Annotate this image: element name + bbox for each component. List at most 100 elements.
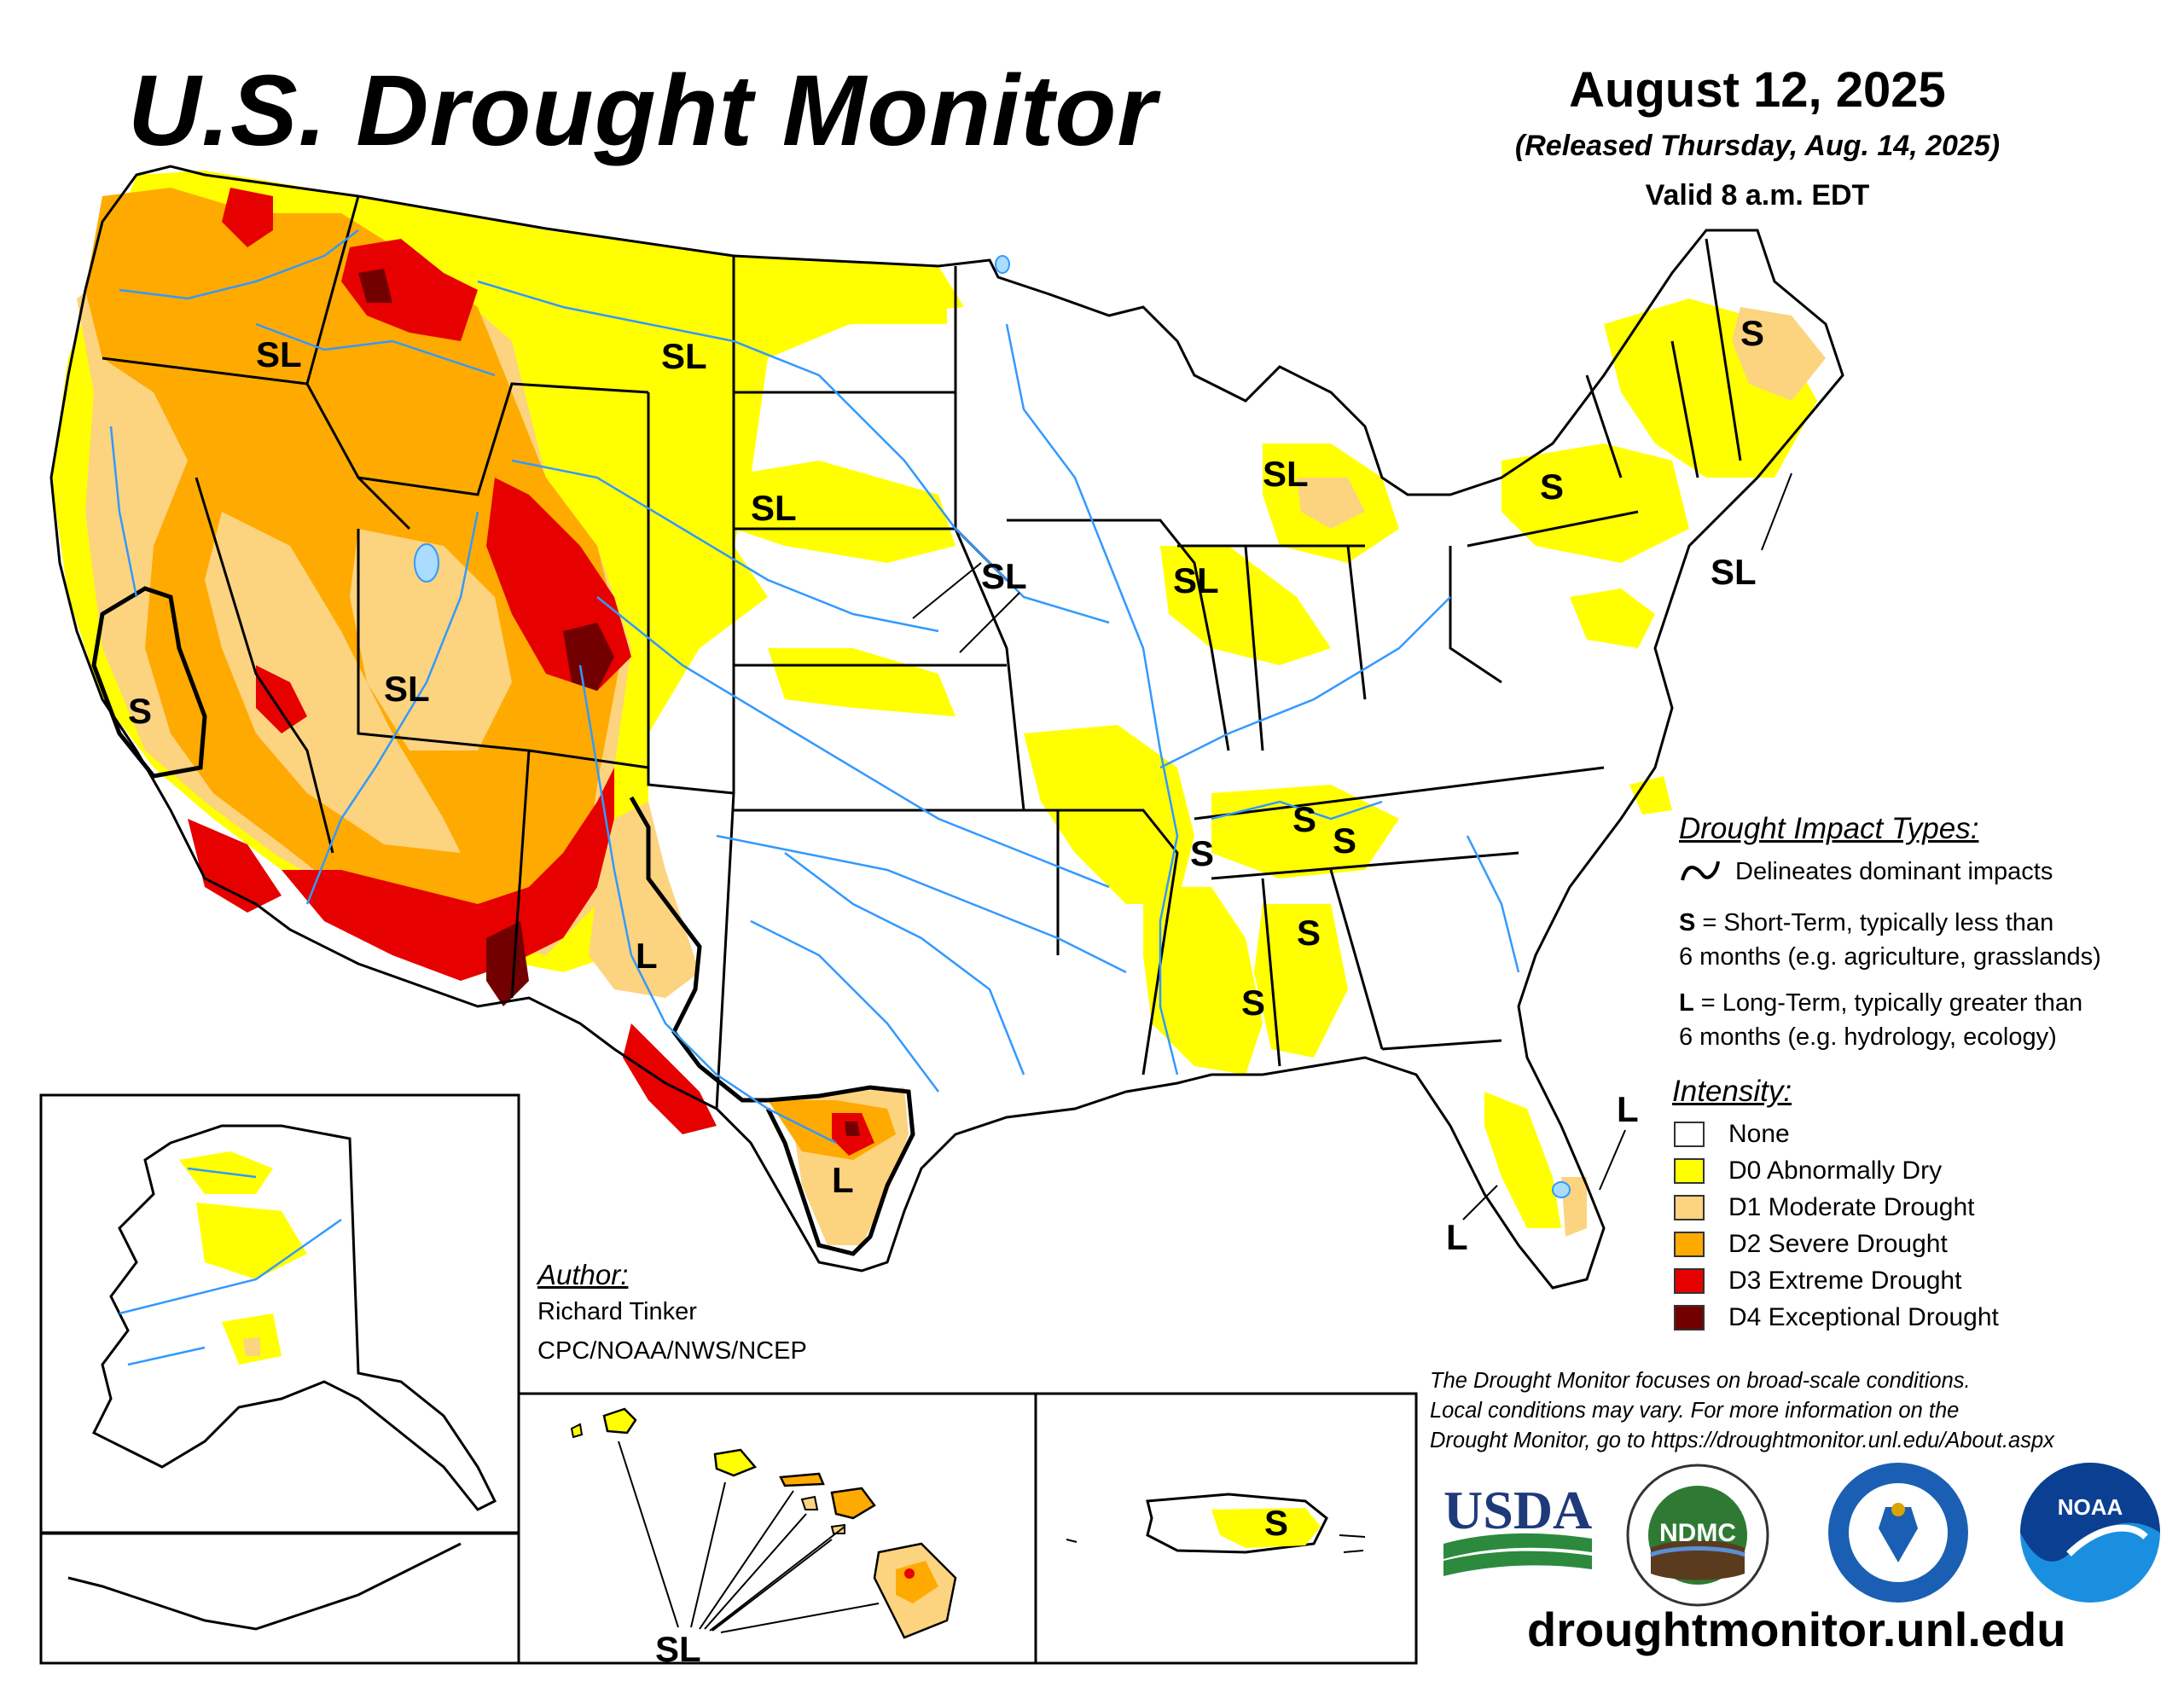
d0-nebraska (717, 461, 956, 563)
impact-label-tennessee-2: S (1333, 820, 1356, 861)
river-southeast (1466, 835, 1520, 973)
delineation-label: Delineates dominant impacts (1735, 858, 2053, 885)
legend-label-d4: D4 Exceptional Drought (1728, 1303, 1999, 1331)
puerto-rico-inset: S (1034, 1392, 1418, 1665)
leader-florida-west (1462, 1185, 1498, 1220)
alaska-rivers (119, 1167, 342, 1366)
impact-label-michigan: SL (1263, 454, 1309, 494)
maui (830, 1487, 876, 1520)
lanai (800, 1495, 819, 1510)
legend-item-d2: D2 Severe Drought (1674, 1229, 1948, 1260)
d3-northwest (222, 188, 273, 247)
legend-item-d0: D0 Abnormally Dry (1674, 1156, 1942, 1186)
disclaimer-line-2: Local conditions may vary. For more info… (1430, 1399, 1960, 1423)
kauai (602, 1407, 637, 1435)
state-border-west-1 (102, 357, 411, 530)
state-border-plains-6 (954, 266, 1025, 811)
d3-california (188, 819, 282, 913)
alaska-d1-south (243, 1337, 260, 1356)
d0-dakotas (717, 273, 947, 341)
legend-item-d1: D1 Moderate Drought (1674, 1192, 1975, 1223)
impact-label-new-york: S (1540, 467, 1564, 507)
south-texas-delineation (765, 1085, 915, 1256)
rivers (109, 229, 1520, 1145)
impact-label-tennessee-1: S (1292, 799, 1316, 839)
d0-virginia (1570, 588, 1655, 648)
legend-swatch-d3 (1674, 1268, 1705, 1294)
d1-nevada-core (205, 512, 461, 853)
d3-texas-west (623, 1023, 717, 1134)
d1-maine (1732, 307, 1826, 401)
legend-item-d4: D4 Exceptional Drought (1674, 1302, 1999, 1333)
impact-label-arkansas: S (1190, 833, 1214, 873)
legend-item-none: None (1674, 1119, 1790, 1150)
river-rio-grande (578, 664, 837, 1145)
legend-label-d1: D1 Moderate Drought (1728, 1193, 1975, 1221)
state-border-west-6 (510, 750, 531, 999)
d1-new-mexico-east (589, 802, 700, 998)
big-island-d3 (904, 1568, 915, 1579)
d0-alabama (1254, 904, 1348, 1058)
leader-northeast (1761, 472, 1792, 551)
conus-drought-areas (51, 171, 1826, 1245)
impact-label-florida-west: L (1446, 1217, 1468, 1257)
long-term-key: L (1679, 989, 1694, 1017)
impact-label-puerto-rico: S (1264, 1503, 1288, 1543)
niihau (570, 1423, 584, 1439)
lakes (414, 255, 1571, 1198)
state-border-south-1 (1194, 766, 1605, 820)
alaska-d0-central (196, 1203, 307, 1279)
usda-logo: USDA (1443, 1480, 1592, 1576)
long-term-definition: L = Long-Term, typically greater than 6 … (1679, 986, 2082, 1054)
website-url[interactable]: droughtmonitor.unl.edu (1527, 1603, 2066, 1656)
d0-northeast (1502, 443, 1689, 563)
river-colorado (305, 511, 479, 905)
d4-new-mexico (486, 921, 529, 1006)
puerto-rico-d0 (1211, 1508, 1321, 1548)
impact-label-nebraska: SL (981, 556, 1027, 596)
impact-label-montana: SL (661, 336, 707, 376)
river-snake (255, 322, 496, 377)
impact-label-hawaii: SL (655, 1629, 701, 1669)
impact-delineations (91, 586, 915, 1256)
state-border-east-5 (1705, 238, 1742, 461)
river-texas-1 (750, 919, 939, 1093)
impact-label-illinois: SL (1173, 560, 1219, 600)
leader-lines (912, 472, 1792, 1220)
leader-nebraska-1 (912, 562, 982, 619)
short-term-text: = Short-Term, typically less than (1695, 909, 2054, 936)
state-border-east-3 (1585, 374, 1623, 478)
impact-labels: SL SL SL SL SL SL SL S S S S S S S S L L… (128, 313, 1764, 1257)
disclaimer-line-1: The Drought Monitor focuses on broad-sca… (1430, 1369, 1971, 1393)
aleutian-frame (39, 1531, 520, 1665)
hawaii-leader-lines (618, 1441, 880, 1633)
state-border-south-3 (1261, 878, 1281, 1067)
state-border-midwest-3 (1244, 545, 1264, 751)
legend-label-d0: D0 Abnormally Dry (1728, 1157, 1943, 1185)
lake-winnipeg-edge (995, 255, 1010, 274)
intensity-heading: Intensity: (1672, 1075, 1792, 1108)
state-border-midwest-1 (1007, 519, 1230, 751)
lake-okeechobee (1552, 1181, 1571, 1198)
river-platte (511, 459, 939, 633)
d1-michigan (1297, 478, 1365, 529)
disclaimer-line-3: Drought Monitor, go to https://droughtmo… (1430, 1429, 2054, 1452)
d0-carolina (1629, 776, 1672, 815)
map-date: August 12, 2025 (1569, 62, 1946, 118)
valid-time: Valid 8 a.m. EDT (1645, 179, 1870, 212)
leader-florida-east (1599, 1129, 1626, 1191)
short-term-text-2: 6 months (e.g. agriculture, grasslands) (1679, 943, 2101, 971)
river-arkansas (596, 596, 1110, 889)
california-delineation (91, 586, 207, 779)
d3-southwest (282, 768, 614, 981)
state-border-east-2 (1467, 510, 1639, 548)
river-red (716, 834, 1127, 974)
legend-item-d3: D3 Extreme Drought (1674, 1266, 1961, 1296)
map-title: U.S. Drought Monitor (128, 55, 1158, 167)
svg-text:NOAA: NOAA (2058, 1494, 2123, 1520)
long-term-text: = Long-Term, typically greater than (1693, 989, 2083, 1017)
impact-label-alabama: S (1297, 913, 1321, 953)
conus-outline (49, 165, 1844, 1290)
state-border-south-5 (1381, 1039, 1502, 1051)
short-term-definition: S = Short-Term, typically less than 6 mo… (1679, 906, 2101, 974)
